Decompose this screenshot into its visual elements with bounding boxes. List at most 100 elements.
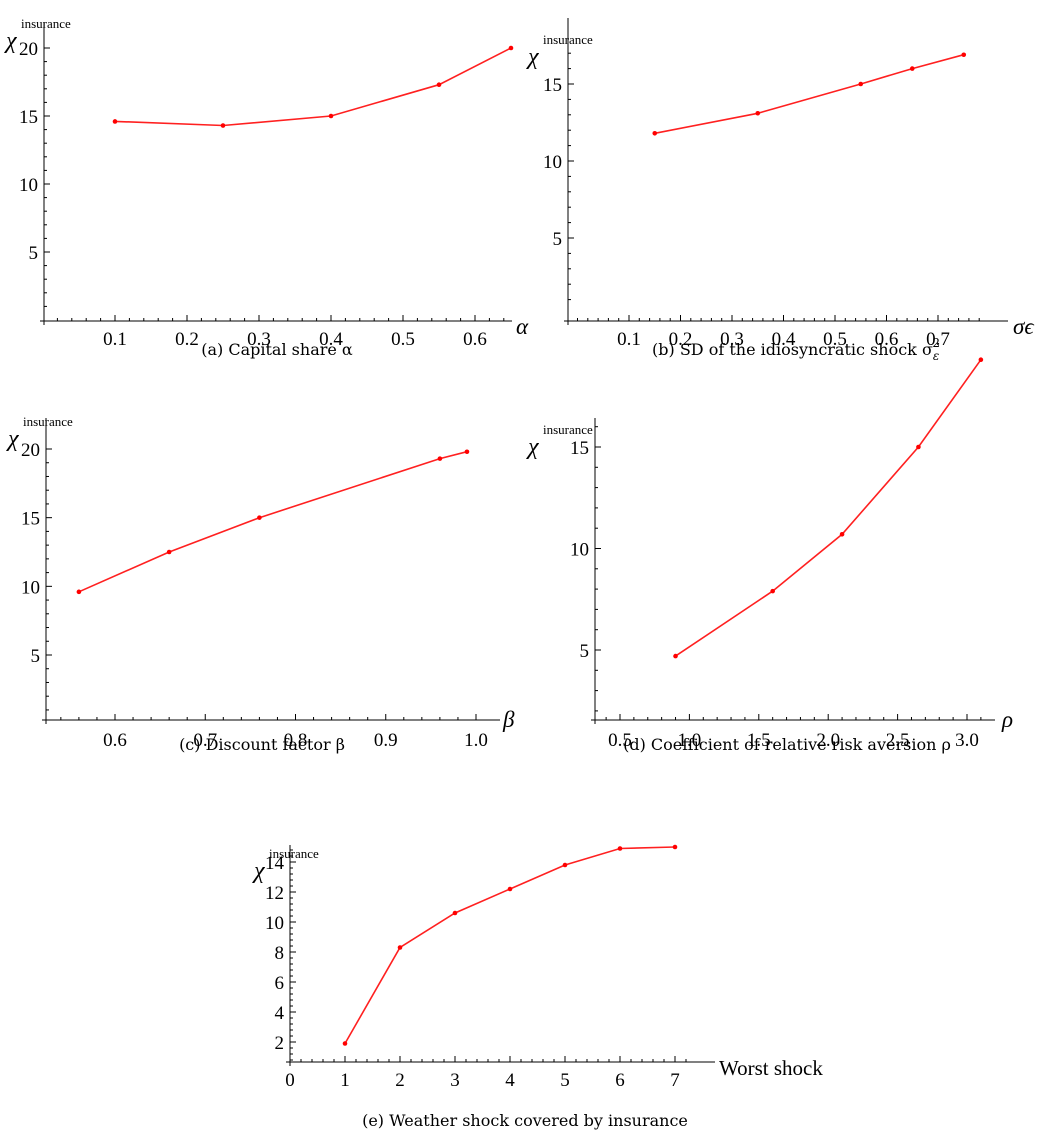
- y-tick-label: 10: [265, 913, 284, 934]
- data-point: [562, 862, 568, 868]
- y-axis-label: χ: [6, 426, 20, 452]
- y-tick-label: 6: [275, 973, 285, 994]
- data-point: [673, 653, 678, 659]
- panel-caption: (d) Coefficient of relative risk aversio…: [623, 735, 951, 754]
- series-line: [344, 846, 676, 1044]
- data-point: [437, 456, 443, 461]
- panel-caption: (c) Discount factor β: [179, 735, 345, 754]
- data-point: [909, 66, 915, 71]
- panel-caption-text: (b) SD of the idiosyncratic shock σ: [652, 340, 933, 359]
- y-tick-label: 20: [21, 440, 40, 461]
- x-axis-label: β: [502, 707, 515, 732]
- y-tick-label: 4: [275, 1003, 285, 1024]
- data-point: [961, 52, 967, 58]
- x-tick-label: 0.4: [319, 329, 343, 350]
- x-tick-label: 0.2: [669, 329, 693, 350]
- x-tick-label: 0.4: [772, 329, 796, 350]
- series-line: [78, 450, 468, 593]
- y-tick-label: 10: [21, 577, 40, 598]
- x-tick-label: 3: [450, 1070, 460, 1091]
- panel-caption: (e) Weather shock covered by insurance: [362, 1111, 688, 1130]
- data-point: [652, 130, 658, 136]
- x-tick-label: 0.6: [463, 329, 487, 350]
- x-tick-label: 0.1: [103, 329, 127, 350]
- x-tick-label: 0.5: [608, 730, 632, 751]
- data-point: [220, 123, 226, 128]
- data-point: [672, 844, 678, 850]
- y-axis-label: χ: [252, 858, 266, 884]
- y-tick-label: 8: [275, 943, 285, 964]
- y-tick-label: 2: [275, 1033, 285, 1054]
- panel-caption-subscript: ε: [933, 349, 939, 363]
- data-point: [166, 549, 172, 555]
- data-point: [257, 515, 262, 520]
- y-axis-label-superscript: insurance: [269, 846, 319, 861]
- x-tick-label: 4: [505, 1070, 515, 1091]
- data-point: [858, 81, 864, 87]
- panel-caption-superscript: 2: [932, 336, 940, 350]
- series-line: [654, 53, 965, 135]
- x-tick-label: 0.9: [374, 730, 398, 751]
- y-tick-label: 15: [570, 438, 589, 459]
- x-tick-label: 0.6: [875, 329, 899, 350]
- x-tick-label: 0.2: [175, 329, 199, 350]
- x-tick-label: 0: [285, 1070, 295, 1091]
- x-axis-label: α: [516, 314, 529, 339]
- y-axis-label: χ: [526, 434, 540, 460]
- y-axis-label: χ: [526, 44, 540, 70]
- panel-caption-text: (a) Capital share α: [201, 340, 353, 359]
- y-tick-label: 14: [265, 853, 285, 874]
- series-line: [114, 47, 512, 127]
- y-tick-label: 5: [31, 646, 41, 667]
- y-axis-label-superscript: insurance: [21, 16, 71, 31]
- x-tick-label: 0.5: [823, 329, 847, 350]
- x-tick-label: 0.6: [103, 730, 127, 751]
- data-point: [342, 1041, 348, 1046]
- y-tick-label: 5: [553, 229, 563, 250]
- x-tick-label: 6: [615, 1070, 625, 1091]
- x-tick-label: 0.5: [391, 329, 415, 350]
- x-tick-label: 2.0: [816, 730, 840, 751]
- x-tick-label: 0.7: [926, 329, 950, 350]
- data-point: [452, 910, 458, 916]
- data-point: [436, 82, 442, 88]
- data-point: [839, 531, 845, 537]
- panel-caption: (a) Capital share α: [201, 340, 353, 359]
- y-tick-label: 5: [29, 243, 39, 264]
- x-tick-label: 7: [670, 1070, 680, 1091]
- x-tick-label: 0.7: [193, 730, 217, 751]
- data-point: [978, 357, 984, 363]
- data-point: [508, 45, 514, 51]
- data-point: [617, 846, 623, 851]
- panel-caption-text: (e) Weather shock covered by insurance: [362, 1111, 688, 1130]
- data-point: [916, 444, 921, 450]
- panel-caption-text: (d) Coefficient of relative risk aversio…: [623, 735, 951, 754]
- data-point: [76, 589, 82, 595]
- x-axis-label: σϵ: [1013, 314, 1034, 339]
- y-tick-label: 10: [570, 540, 589, 561]
- data-point: [770, 588, 775, 594]
- x-tick-label: 0.1: [617, 329, 641, 350]
- x-tick-label: 5: [560, 1070, 570, 1091]
- y-axis-label-superscript: insurance: [543, 32, 593, 47]
- data-point: [755, 110, 761, 116]
- data-point: [397, 945, 403, 950]
- y-axis-label: χ: [4, 28, 18, 54]
- x-tick-label: 2.5: [886, 730, 910, 751]
- x-tick-label: 1.0: [678, 730, 702, 751]
- y-tick-label: 15: [21, 509, 40, 530]
- y-tick-label: 20: [19, 39, 38, 60]
- series-line: [675, 359, 982, 657]
- x-tick-label: 3.0: [955, 730, 979, 751]
- x-tick-label: 0.3: [720, 329, 744, 350]
- y-axis-label-superscript: insurance: [543, 422, 593, 437]
- y-tick-label: 12: [265, 883, 284, 904]
- x-tick-label: 0.8: [284, 730, 308, 751]
- x-tick-label: 1.0: [464, 730, 488, 751]
